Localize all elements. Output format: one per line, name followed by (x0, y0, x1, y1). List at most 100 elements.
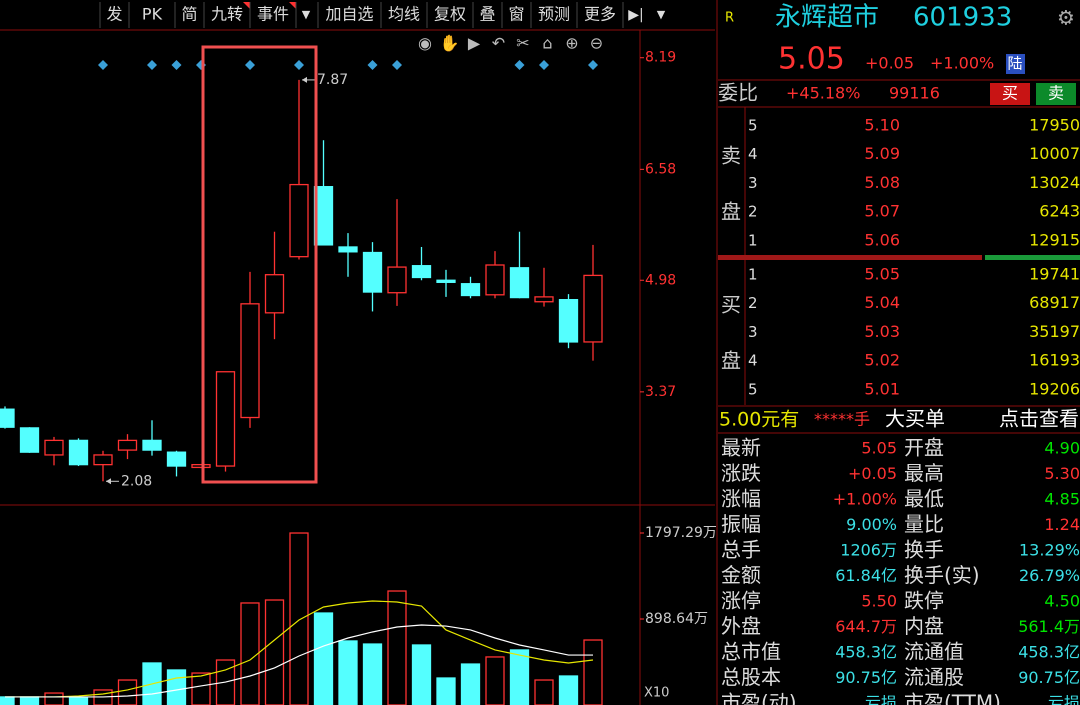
volume-bar (117, 679, 138, 705)
quote-panel: R 永辉超市 601933 ⚙ 5.05 +0.05 +1.00% 陆委比 +45.18% 991… (716, 0, 1080, 705)
volume-ma-line (5, 624, 593, 698)
price-change-pct: +1.00% (930, 54, 994, 73)
tool-icon[interactable]: ⊕ (565, 34, 578, 53)
expand-icon[interactable]: ▶| (628, 7, 643, 23)
book-level: 2 (748, 294, 758, 312)
volume-bar (19, 696, 40, 705)
volume-bar (411, 644, 432, 705)
book-price: 5.01 (864, 379, 900, 398)
extreme-label: 2.08 (121, 473, 152, 489)
volume-bar (191, 672, 211, 705)
book-level: 1 (748, 266, 758, 284)
event-marker[interactable] (147, 60, 157, 70)
volume-bar (289, 532, 309, 705)
toolbar-button[interactable]: PK (142, 5, 163, 24)
stat-value: 561.4万 (1018, 617, 1080, 636)
extreme-label: 7.87 (317, 72, 348, 88)
candle-body (215, 371, 236, 467)
toolbar-button[interactable]: 窗 (508, 5, 524, 24)
tool-icon[interactable]: ⌂ (542, 34, 552, 53)
stat-label: 开盘 (904, 436, 944, 460)
event-marker[interactable] (539, 60, 549, 70)
toolbar-flag (289, 2, 296, 9)
tool-icon[interactable]: ✂ (516, 34, 529, 53)
stat-value: 458.3亿 (1018, 643, 1080, 662)
connect-tag-bg (1006, 54, 1025, 74)
toolbar-button[interactable]: 更多 (584, 5, 616, 24)
banner-link[interactable]: 点击查看 (999, 407, 1079, 431)
toolbar-button[interactable]: 加自选 (325, 5, 373, 24)
toolbar-button[interactable]: 叠 (479, 5, 495, 24)
dropdown-icon[interactable]: ▼ (657, 8, 666, 21)
stat-value: 4.85 (1044, 490, 1080, 509)
book-volume: 35197 (1029, 322, 1080, 341)
last-price: 5.05 (778, 42, 845, 77)
stat-label: 市盈(TTM) (904, 691, 1001, 705)
candle-body (509, 267, 530, 299)
stat-label: 换手(实) (904, 563, 980, 587)
buy-button-bg[interactable] (990, 83, 1030, 105)
book-volume: 68917 (1029, 293, 1080, 312)
book-price: 5.06 (864, 230, 900, 249)
sell-button-bg[interactable] (1036, 83, 1076, 105)
stat-value: 4.50 (1044, 592, 1080, 611)
stat-label: 内盘 (904, 614, 944, 638)
stat-label: 涨停 (721, 589, 761, 613)
book-price: 5.02 (864, 351, 900, 370)
book-price: 5.08 (864, 173, 900, 192)
toolbar-button[interactable]: 九转 (211, 5, 243, 24)
toolbar-button[interactable]: 均线 (388, 5, 420, 24)
tool-icon[interactable]: ◉ (418, 34, 432, 53)
candle-body (534, 296, 554, 303)
candle-body (338, 246, 358, 253)
event-marker[interactable] (514, 60, 525, 70)
buy-button: 买 (1002, 84, 1018, 103)
book-price: 5.04 (864, 293, 900, 312)
stat-value: +1.00% (833, 490, 897, 509)
event-marker[interactable] (98, 60, 108, 70)
toolbar-button[interactable]: 预测 (538, 5, 570, 24)
toolbar-button[interactable]: 简 (181, 5, 197, 24)
toolbar-button[interactable]: 发 (106, 5, 122, 24)
toolbar-button[interactable]: 复权 (434, 5, 466, 24)
stat-value: 亏损 (865, 694, 897, 705)
settings-icon[interactable]: ⚙ (1057, 6, 1075, 30)
toolbar-button[interactable]: 事件 (257, 5, 289, 24)
event-marker[interactable] (245, 60, 255, 70)
stat-value: 90.75亿 (835, 668, 897, 687)
ratio-value: +45.18% (786, 84, 860, 103)
book-price: 5.09 (864, 144, 900, 163)
candle-body (68, 439, 89, 466)
event-marker[interactable] (171, 60, 182, 70)
book-volume: 13024 (1029, 173, 1080, 192)
volume-bar (436, 677, 456, 705)
banner-text: *****手 (814, 410, 870, 429)
event-marker[interactable] (392, 60, 402, 70)
stat-value: 61.84亿 (835, 566, 897, 585)
volume-bar (313, 612, 334, 705)
event-marker[interactable] (367, 60, 378, 70)
stat-value: 644.7万 (835, 617, 897, 636)
candle-body (436, 279, 456, 283)
stat-label: 最新 (721, 436, 761, 460)
stat-label: 总市值 (721, 640, 781, 664)
stat-value: 13.29% (1019, 541, 1080, 560)
event-marker[interactable] (294, 60, 304, 70)
stat-label: 流通值 (904, 640, 964, 664)
toolbar (0, 0, 640, 30)
candle-body (264, 274, 285, 314)
candle-body (558, 299, 579, 343)
event-marker[interactable] (588, 60, 598, 70)
book-volume: 19206 (1029, 379, 1080, 398)
dropdown-icon[interactable]: ▼ (302, 8, 311, 21)
book-price: 5.05 (864, 265, 900, 284)
tool-icon[interactable]: ⊖ (590, 34, 603, 53)
tool-icon[interactable]: ↶ (492, 34, 505, 53)
extreme-arrowhead (302, 76, 307, 83)
candle-body (485, 264, 505, 296)
stat-label: 最高 (904, 461, 944, 485)
tool-icon[interactable]: ▶ (468, 34, 481, 53)
ratio-diff: 99116 (889, 84, 940, 103)
stat-label: 振幅 (721, 512, 761, 536)
tool-icon[interactable]: ✋ (440, 34, 460, 53)
